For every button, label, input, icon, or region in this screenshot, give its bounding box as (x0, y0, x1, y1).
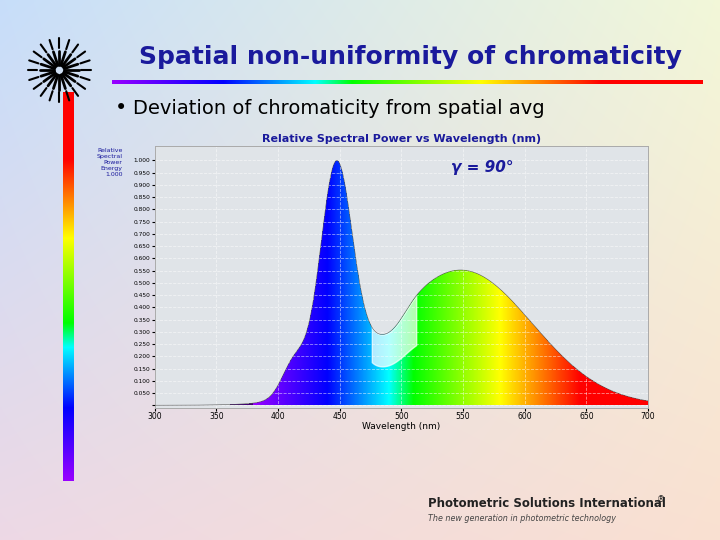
Text: Deviation of chromaticity from spatial avg: Deviation of chromaticity from spatial a… (133, 98, 545, 118)
Text: •: • (114, 98, 127, 118)
X-axis label: Wavelength (nm): Wavelength (nm) (362, 422, 441, 431)
Text: Relative
Spectral
Power
Energy
1.000: Relative Spectral Power Energy 1.000 (96, 148, 122, 177)
Text: Spatial non-uniformity of chromaticity: Spatial non-uniformity of chromaticity (139, 45, 682, 69)
Title: Relative Spectral Power vs Wavelength (nm): Relative Spectral Power vs Wavelength (n… (262, 133, 541, 144)
Text: Photometric Solutions International: Photometric Solutions International (428, 497, 666, 510)
Text: The new generation in photometric technology: The new generation in photometric techno… (428, 514, 616, 523)
Text: γ = 90°: γ = 90° (451, 160, 513, 175)
Text: ®: ® (657, 496, 665, 504)
